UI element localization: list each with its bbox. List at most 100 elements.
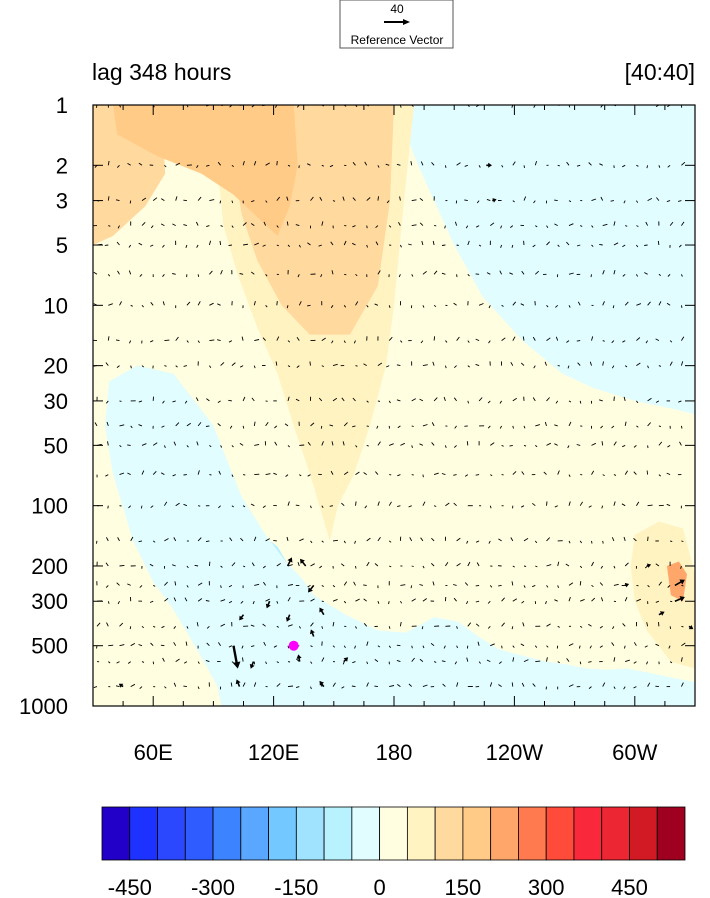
wind-vector-small	[523, 165, 525, 168]
wind-vector-small	[375, 225, 379, 229]
wind-vector-small	[599, 399, 603, 402]
wind-vector-15	[658, 611, 665, 616]
wind-vector-small	[274, 441, 278, 446]
wind-vector-small	[220, 623, 226, 627]
wind-vector-3	[300, 558, 307, 567]
wind-vector-small	[554, 199, 558, 202]
wind-vector-small	[205, 540, 210, 543]
wind-vector-small	[186, 585, 189, 588]
wind-vector-small	[433, 505, 437, 507]
colorbar-swatch	[129, 806, 158, 861]
wind-vector-small	[332, 598, 338, 602]
wind-vector-small	[396, 399, 401, 402]
wind-vector-small	[588, 686, 592, 689]
wind-vector-small	[613, 221, 616, 226]
wind-vector-small	[287, 685, 294, 688]
wind-vector-small	[366, 641, 369, 646]
wind-vector-small	[310, 422, 315, 427]
wind-vector-small	[397, 474, 401, 477]
wind-vector-small	[196, 244, 199, 248]
wind-vector-small	[287, 501, 290, 506]
wind-vector-small	[589, 645, 592, 649]
wind-vector-small	[422, 684, 428, 688]
wind-vector-small	[557, 661, 560, 664]
wind-vector-small	[141, 443, 147, 446]
wind-vector-small	[343, 305, 347, 308]
wind-vector-small	[396, 163, 401, 166]
wind-vector-small	[500, 225, 503, 229]
wind-vector-small	[535, 225, 538, 228]
wind-vector-small	[310, 196, 314, 201]
wind-vector-small	[523, 659, 529, 663]
wind-vector-small	[116, 661, 120, 664]
wind-vector-small	[217, 400, 221, 403]
y-tick-label: 2	[56, 153, 68, 178]
wind-vector-small	[296, 365, 300, 368]
wind-vector-small	[602, 540, 604, 544]
wind-vector-small	[613, 396, 615, 401]
wind-vector-small	[521, 471, 525, 475]
wind-vector-small	[310, 598, 315, 602]
reference-vector-frame	[339, 0, 454, 49]
wind-vector-small	[566, 241, 570, 246]
wind-vector-small	[443, 396, 446, 402]
wind-vector-small	[636, 337, 641, 341]
wind-vector-small	[578, 645, 581, 649]
wind-vector-small	[633, 686, 637, 689]
wind-vector-small	[130, 304, 133, 307]
wind-vector-small	[265, 598, 271, 602]
wind-vector-small	[441, 272, 446, 275]
wind-vector-small	[487, 400, 491, 404]
wind-vector-small	[351, 685, 356, 688]
wind-vector-small	[535, 445, 538, 448]
wind-vector-small	[647, 197, 653, 202]
wind-vector-small	[501, 165, 504, 168]
wind-vector-small	[568, 272, 574, 275]
wind-vector-small	[668, 645, 671, 649]
wind-vector-small	[184, 597, 188, 602]
wind-vector-small	[655, 400, 660, 403]
colorbar-swatch	[601, 806, 630, 861]
wind-vector-small	[105, 585, 109, 588]
wind-vector-small	[624, 301, 629, 306]
wind-vector-small	[419, 222, 424, 226]
wind-vector-small	[478, 661, 481, 664]
wind-vector-small	[623, 536, 626, 542]
wind-vector-small	[152, 540, 156, 543]
wind-vector-small	[444, 445, 447, 448]
wind-vector-small	[229, 425, 233, 429]
wind-vector-small	[591, 244, 594, 247]
wind-vector-small	[363, 623, 368, 627]
wind-vector-small	[262, 337, 266, 341]
wind-vector-small	[599, 625, 603, 629]
wind-vector-small	[355, 365, 358, 367]
wind-vector-small	[287, 624, 293, 627]
wind-vector-small	[478, 244, 482, 247]
wind-vector-small	[554, 599, 558, 602]
wind-vector-small	[500, 244, 503, 248]
wind-vector-small	[116, 241, 120, 246]
wind-vector-small	[644, 244, 648, 246]
wind-vector-small	[432, 581, 435, 586]
wind-vector-small	[209, 365, 212, 368]
wind-vector-small	[512, 336, 516, 341]
wind-vector-small	[591, 442, 596, 446]
wind-vector-small	[466, 600, 469, 605]
wind-vector-small	[488, 340, 491, 344]
wind-vector-small	[680, 425, 683, 429]
wind-vector-small	[116, 164, 120, 168]
colorbar-swatch	[295, 806, 325, 861]
wind-vector-small	[160, 644, 165, 647]
wind-vector-small	[658, 441, 663, 446]
wind-vector-small	[488, 305, 491, 309]
wind-vector-small	[95, 540, 98, 544]
wind-vector-small	[376, 425, 379, 429]
wind-vector-small	[588, 505, 592, 508]
wind-vector-small	[681, 161, 686, 166]
wind-vector-small	[287, 597, 291, 602]
colorbar-label: 150	[445, 875, 482, 898]
wind-vector-small	[477, 641, 480, 646]
wind-vector-small	[644, 272, 648, 275]
wind-vector-small	[366, 444, 369, 447]
wind-vector-small	[242, 222, 247, 226]
